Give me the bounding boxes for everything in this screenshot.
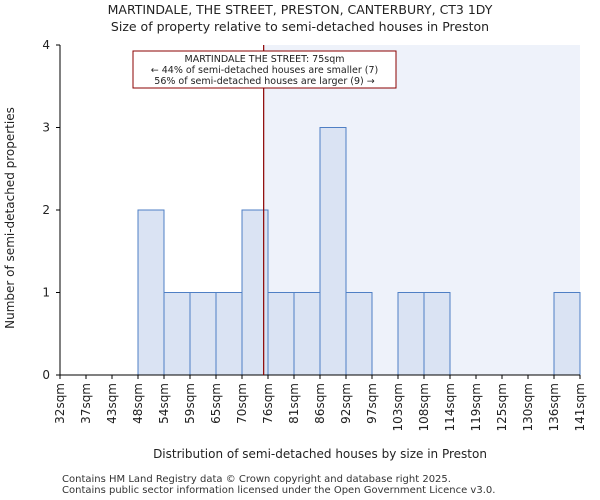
histogram-bar [553, 292, 581, 376]
histogram-bar [163, 292, 191, 376]
x-tick-label: 130sqm [521, 383, 535, 431]
chart-title: MARTINDALE, THE STREET, PRESTON, CANTERB… [107, 2, 493, 17]
y-tick-label: 1 [42, 286, 50, 300]
y-tick-label: 0 [42, 368, 50, 382]
x-tick-label: 114sqm [443, 383, 457, 431]
footer-line-1: Contains HM Land Registry data © Crown c… [62, 474, 451, 485]
annotation-text: 56% of semi-detached houses are larger (… [154, 76, 374, 87]
x-tick-label: 97sqm [365, 383, 379, 424]
x-tick-label: 70sqm [235, 383, 249, 424]
x-tick-label: 108sqm [417, 383, 431, 431]
x-tick-label: 65sqm [209, 383, 223, 424]
x-tick-label: 76sqm [261, 383, 275, 424]
histogram-bar [397, 292, 425, 376]
x-tick-label: 103sqm [391, 383, 405, 431]
x-tick-label: 48sqm [131, 383, 145, 424]
chart-subtitle: Size of property relative to semi-detach… [110, 19, 490, 34]
histogram-bar [293, 292, 321, 376]
y-tick-label: 3 [42, 121, 50, 135]
x-tick-label: 136sqm [547, 383, 561, 431]
x-tick-label: 54sqm [157, 383, 171, 424]
x-tick-label: 86sqm [313, 383, 327, 424]
histogram-bar [345, 292, 373, 376]
histogram-bar [189, 292, 217, 376]
annotation-text: MARTINDALE THE STREET: 75sqm [185, 54, 345, 65]
x-tick-label: 119sqm [469, 383, 483, 431]
x-tick-label: 125sqm [495, 383, 509, 431]
footer-line-2: Contains public sector information licen… [62, 485, 496, 496]
x-axis-title: Distribution of semi-detached houses by … [153, 447, 487, 461]
annotation-text: ← 44% of semi-detached houses are smalle… [151, 65, 379, 76]
x-tick-label: 37sqm [79, 383, 93, 424]
x-tick-label: 59sqm [183, 383, 197, 424]
x-tick-label: 141sqm [573, 383, 587, 431]
x-tick-label: 92sqm [339, 383, 353, 424]
y-tick-label: 4 [42, 38, 50, 52]
y-tick-label: 2 [42, 203, 50, 217]
x-tick-label: 81sqm [287, 383, 301, 424]
x-tick-label: 43sqm [105, 383, 119, 424]
histogram-bar [319, 127, 347, 376]
histogram-bar [267, 292, 295, 376]
x-tick-label: 32sqm [53, 383, 67, 424]
histogram-bar [215, 292, 243, 376]
histogram-bar [137, 209, 165, 376]
y-axis-title: Number of semi-detached properties [3, 107, 17, 329]
histogram-bar [423, 292, 451, 376]
annotation-box [132, 50, 397, 89]
